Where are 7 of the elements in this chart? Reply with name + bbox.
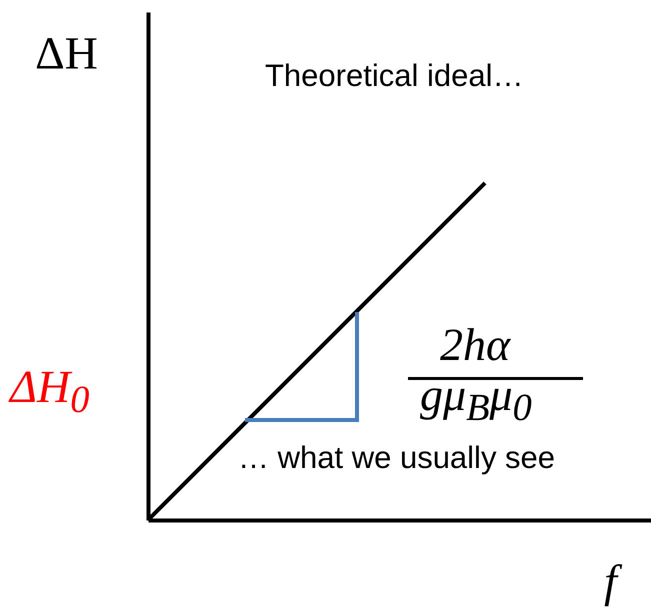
text: ΔH$_{0}$ (10, 360, 90, 422)
annotation: 2hα (440, 318, 510, 371)
text: Theoretical ideal… (265, 58, 524, 94)
annotation: … what we usually see (238, 440, 556, 476)
y-axis-title: ΔH (35, 28, 98, 78)
x-axis-title: f (604, 556, 624, 606)
annotation: gμ$_{B}$μ$_{0}$ (420, 368, 532, 430)
